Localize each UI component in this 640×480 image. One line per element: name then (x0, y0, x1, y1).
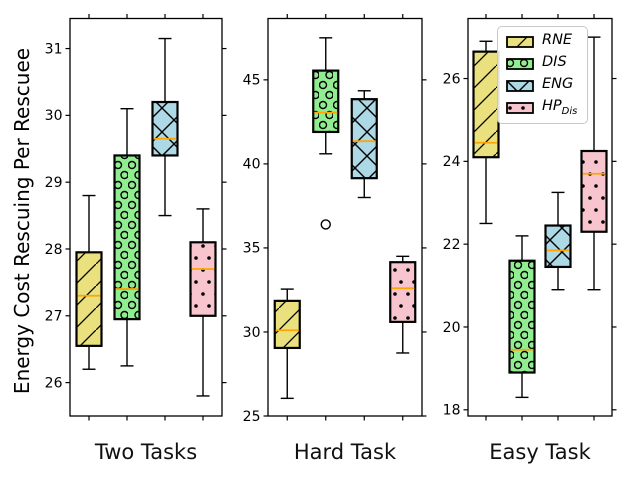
xlabel-hard-task: Hard Task (293, 440, 397, 464)
xlabel-easy-task: Easy Task (489, 440, 591, 464)
svg-text:24: 24 (443, 154, 461, 170)
svg-text:26: 26 (443, 71, 461, 87)
legend-item-dis: DIS (506, 54, 577, 74)
legend-label-eng: ENG (542, 76, 574, 93)
legend-item-eng: ENG (506, 76, 577, 96)
legend-swatch-rne-icon (506, 36, 534, 48)
legend-label-rne: RNE (542, 32, 573, 49)
axes-easy-task: 18 20 22 24 26 (443, 14, 617, 421)
axes-two-tasks: 26 27 28 29 30 31 (45, 14, 227, 421)
legend-label-hpdis: HPDis (542, 98, 578, 117)
svg-text:35: 35 (243, 241, 261, 257)
svg-text:27: 27 (45, 309, 63, 325)
svg-text:30: 30 (243, 325, 261, 341)
svg-text:40: 40 (243, 157, 261, 173)
svg-text:29: 29 (45, 175, 63, 191)
svg-text:25: 25 (243, 409, 261, 425)
legend-swatch-eng-icon (506, 80, 534, 92)
svg-text:20: 20 (443, 320, 461, 336)
legend-swatch-hpdis-icon (506, 102, 534, 114)
legend-label-dis: DIS (542, 54, 567, 71)
svg-text:30: 30 (45, 108, 63, 124)
legend: RNE DIS ENG HPDis (497, 26, 589, 124)
legend-item-hpdis: HPDis (506, 98, 577, 118)
svg-text:31: 31 (45, 41, 63, 57)
legend-item-rne: RNE (506, 32, 577, 52)
svg-text:18: 18 (443, 403, 461, 419)
svg-text:28: 28 (45, 242, 63, 258)
svg-text:22: 22 (443, 237, 461, 253)
xlabel-two-tasks: Two Tasks (94, 440, 198, 464)
svg-text:45: 45 (243, 73, 261, 89)
svg-text:26: 26 (45, 375, 63, 391)
legend-swatch-dis-icon (506, 58, 534, 70)
axes-hard-task: 25 30 35 40 45 (243, 14, 427, 425)
